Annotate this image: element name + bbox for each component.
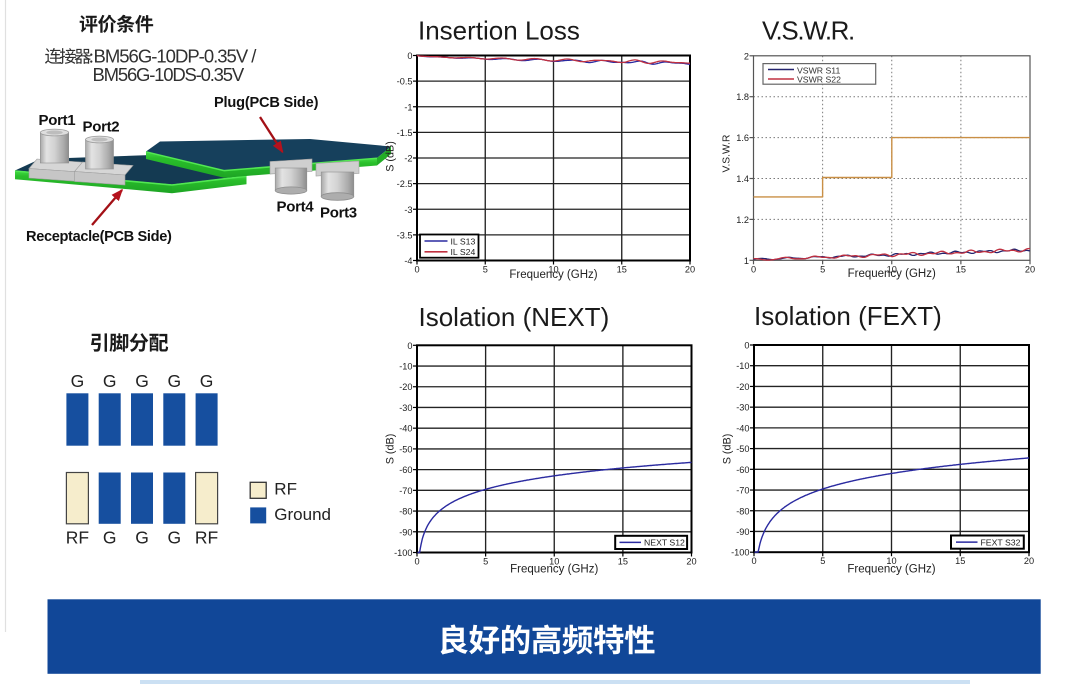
svg-text:Port1: Port1	[39, 112, 76, 129]
svg-text:G: G	[167, 528, 181, 548]
svg-text:-50: -50	[736, 444, 749, 454]
svg-text:0: 0	[414, 557, 419, 567]
svg-text:-20: -20	[736, 382, 749, 392]
svg-text:IL S24: IL S24	[451, 247, 476, 257]
svg-text:S (dB): S (dB)	[385, 434, 397, 465]
svg-text:0: 0	[414, 265, 419, 275]
svg-text:VSWR S22: VSWR S22	[797, 74, 841, 84]
svg-text:Port2: Port2	[83, 119, 120, 136]
svg-text:15: 15	[618, 557, 628, 567]
svg-text:V.S.W.R: V.S.W.R	[722, 135, 733, 173]
svg-text:2: 2	[744, 51, 749, 61]
svg-text:0: 0	[751, 556, 756, 566]
svg-text:VSWR S11: VSWR S11	[797, 65, 840, 75]
svg-text:IL S13: IL S13	[451, 236, 476, 246]
svg-text:-90: -90	[399, 527, 412, 537]
svg-text:10: 10	[887, 264, 897, 274]
svg-text:-100: -100	[731, 548, 749, 558]
svg-text:G: G	[167, 371, 181, 391]
svg-text:Isolation (FEXT): Isolation (FEXT)	[754, 301, 942, 331]
svg-text:Isolation (NEXT): Isolation (NEXT)	[419, 302, 610, 332]
svg-text:-50: -50	[399, 444, 412, 454]
svg-text:S (dB): S (dB)	[722, 434, 734, 465]
svg-text:20: 20	[685, 265, 695, 275]
svg-text:-3.5: -3.5	[397, 230, 413, 240]
svg-text:0: 0	[407, 51, 412, 61]
svg-text:-60: -60	[399, 465, 412, 475]
svg-text:RF: RF	[195, 528, 218, 548]
svg-text:1.2: 1.2	[736, 215, 749, 225]
svg-text:Frequency (GHz): Frequency (GHz)	[509, 269, 597, 281]
svg-text:-30: -30	[736, 403, 749, 413]
svg-text:Frequency (GHz): Frequency (GHz)	[847, 564, 935, 576]
svg-text:Frequency (GHz): Frequency (GHz)	[848, 268, 936, 280]
svg-text:0: 0	[751, 264, 756, 274]
svg-text:-90: -90	[736, 527, 749, 537]
svg-text:Port3: Port3	[320, 205, 357, 222]
svg-text:S (dB): S (dB)	[385, 141, 397, 172]
svg-text:5: 5	[820, 556, 825, 566]
svg-text:0: 0	[744, 341, 749, 351]
svg-text:20: 20	[1025, 264, 1035, 274]
svg-text:1.6: 1.6	[736, 133, 749, 143]
svg-text:1: 1	[744, 256, 749, 266]
svg-text:10: 10	[886, 556, 896, 566]
svg-text:-10: -10	[399, 362, 412, 372]
svg-text:Frequency (GHz): Frequency (GHz)	[510, 564, 598, 576]
svg-text:1.4: 1.4	[736, 174, 749, 184]
svg-text:G: G	[135, 371, 149, 391]
svg-text:Port4: Port4	[277, 199, 315, 216]
svg-text:Ground: Ground	[274, 505, 331, 524]
svg-text:-1: -1	[404, 102, 412, 112]
svg-text:RF: RF	[274, 480, 297, 499]
svg-text:V.S.W.R.: V.S.W.R.	[762, 16, 854, 46]
svg-text:5: 5	[483, 557, 488, 567]
svg-text:RF: RF	[66, 528, 89, 548]
svg-text:G: G	[103, 371, 117, 391]
svg-text:G: G	[71, 371, 85, 391]
svg-text:15: 15	[955, 556, 965, 566]
svg-text:FEXT S32: FEXT S32	[981, 537, 1021, 547]
svg-text:-70: -70	[736, 486, 749, 496]
svg-text:G: G	[135, 528, 149, 548]
svg-text:1.8: 1.8	[736, 92, 749, 102]
svg-text:-80: -80	[399, 507, 412, 517]
svg-text:NEXT S12: NEXT S12	[644, 538, 685, 548]
svg-text:-30: -30	[399, 403, 412, 413]
svg-text:G: G	[103, 528, 117, 548]
svg-text:0: 0	[407, 341, 412, 351]
svg-text:-0.5: -0.5	[397, 77, 413, 87]
svg-text:20: 20	[1024, 556, 1034, 566]
svg-text:-80: -80	[736, 506, 749, 516]
svg-text:BM56G-10DP-0.35V /: BM56G-10DP-0.35V /	[94, 46, 258, 67]
svg-text:15: 15	[617, 265, 627, 275]
svg-text:-40: -40	[399, 424, 412, 434]
svg-text:10: 10	[549, 557, 559, 567]
svg-text:-4: -4	[404, 256, 412, 266]
svg-text:-1.5: -1.5	[397, 128, 413, 138]
svg-text:-70: -70	[399, 486, 412, 496]
svg-text:15: 15	[956, 264, 966, 274]
svg-text:-3: -3	[404, 205, 412, 215]
svg-text:20: 20	[686, 557, 696, 567]
svg-text:BM56G-10DS-0.35V: BM56G-10DS-0.35V	[93, 64, 245, 85]
svg-text:-2.5: -2.5	[397, 179, 413, 189]
svg-text:-60: -60	[736, 465, 749, 475]
svg-text:-20: -20	[399, 382, 412, 392]
svg-text:-2: -2	[404, 154, 412, 164]
svg-text:5: 5	[483, 265, 488, 275]
svg-text:G: G	[200, 371, 214, 391]
svg-text:10: 10	[548, 265, 558, 275]
svg-text:Insertion Loss: Insertion Loss	[418, 16, 580, 46]
svg-text:Plug(PCB Side): Plug(PCB Side)	[214, 95, 319, 111]
svg-text:5: 5	[820, 264, 825, 274]
svg-text:-100: -100	[394, 548, 412, 558]
svg-text:-40: -40	[736, 423, 749, 433]
svg-text:Receptacle(PCB Side): Receptacle(PCB Side)	[26, 229, 172, 245]
svg-text:-10: -10	[736, 361, 749, 371]
